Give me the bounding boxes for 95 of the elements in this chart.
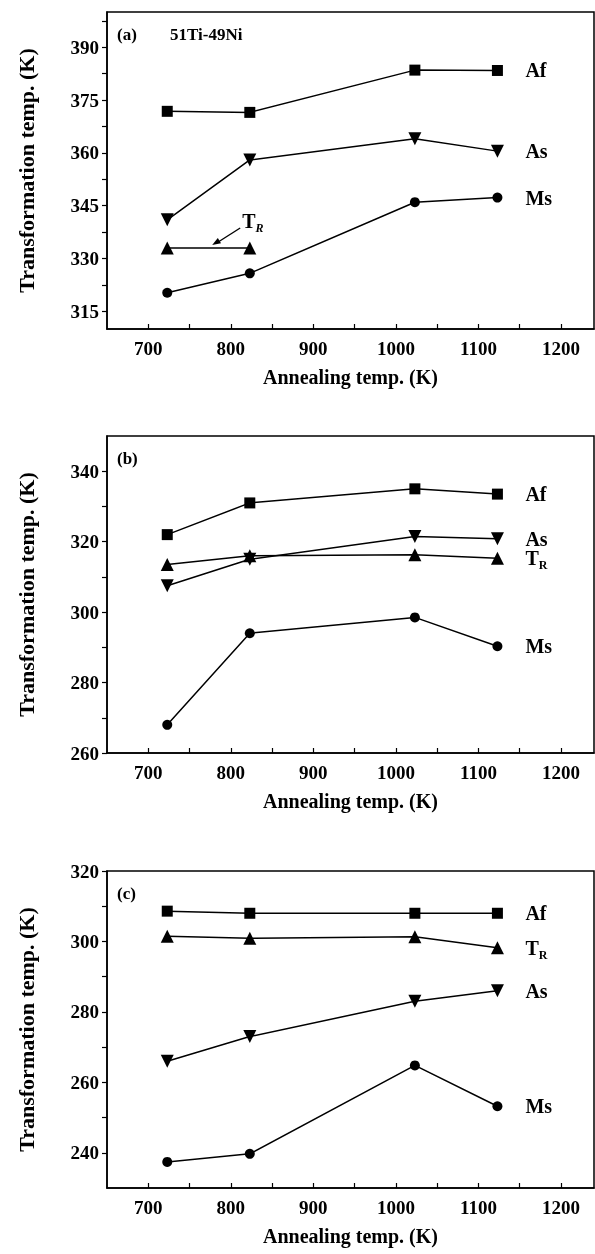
y-tick-label: 240	[70, 1142, 99, 1164]
point	[244, 1148, 255, 1159]
series-label: Af	[525, 59, 547, 82]
point	[243, 153, 257, 167]
x-axis-title: Annealing temp. (K)	[263, 366, 438, 389]
series-label: Af	[525, 483, 547, 506]
x-tick-label: 800	[216, 1197, 246, 1218]
y-tick-label: 260	[70, 1071, 99, 1093]
annotation: (b)	[117, 449, 138, 468]
x-tick-label: 1000	[376, 1197, 415, 1218]
point	[492, 192, 503, 203]
point	[243, 1030, 257, 1044]
y-tick-label: 390	[70, 36, 99, 58]
point	[490, 532, 504, 546]
point	[160, 579, 174, 593]
x-tick-label: 900	[299, 338, 328, 359]
point	[490, 144, 504, 158]
point	[161, 905, 173, 917]
point	[160, 929, 174, 943]
x-tick-label: 1200	[541, 338, 580, 359]
point	[409, 483, 421, 495]
point	[409, 907, 421, 919]
x-tick-label: 1200	[541, 762, 580, 783]
point	[408, 994, 422, 1008]
y-tick-label: 280	[70, 1001, 99, 1023]
y-tick-label: 375	[70, 89, 99, 111]
point	[409, 1060, 420, 1071]
y-tick-label: 300	[70, 601, 99, 623]
point	[244, 497, 256, 509]
point	[161, 105, 173, 117]
point	[492, 1101, 503, 1112]
point	[244, 628, 255, 639]
series-label: As	[525, 140, 548, 163]
y-tick-label: 260	[70, 742, 99, 764]
point	[408, 132, 422, 146]
point	[244, 268, 255, 279]
y-tick-label: 280	[70, 672, 99, 694]
y-axis-title: Transformation temp. (K)	[13, 48, 39, 293]
point	[490, 984, 504, 998]
point	[490, 941, 504, 955]
x-tick-label: 800	[216, 338, 246, 359]
annotation: 51Ti-49Ni	[170, 25, 243, 44]
point	[408, 548, 422, 562]
y-tick-label: 320	[70, 531, 99, 553]
x-tick-label: 800	[216, 762, 246, 783]
point	[409, 64, 421, 76]
series-label: As	[525, 979, 548, 1002]
x-tick-label: 700	[134, 762, 163, 783]
point	[160, 1054, 174, 1068]
point	[162, 1156, 173, 1167]
x-tick-label: 1100	[459, 1197, 497, 1218]
x-tick-label: 700	[134, 1197, 163, 1218]
x-tick-label: 1200	[541, 1197, 580, 1218]
series-label: Af	[525, 902, 547, 925]
x-tick-label: 1000	[376, 338, 415, 359]
x-axis-title: Annealing temp. (K)	[263, 790, 438, 813]
y-tick-label: 315	[70, 300, 99, 322]
y-tick-label: 340	[70, 460, 99, 482]
point	[492, 641, 503, 652]
annotation: (a)	[117, 25, 137, 44]
point	[161, 529, 173, 541]
x-tick-label: 1100	[459, 338, 497, 359]
annotation: (c)	[117, 884, 136, 903]
y-tick-label: 360	[70, 142, 99, 164]
point	[243, 931, 257, 945]
point	[409, 612, 420, 623]
y-tick-label: 320	[70, 860, 99, 882]
point	[490, 551, 504, 565]
y-axis-title: Transformation temp. (K)	[13, 472, 39, 717]
point	[162, 719, 173, 730]
series-label: Ms	[525, 186, 553, 209]
point	[491, 907, 503, 919]
y-tick-label: 345	[70, 195, 99, 217]
x-tick-label: 1100	[459, 762, 497, 783]
y-tick-label: 300	[70, 930, 99, 952]
point	[160, 213, 174, 227]
point	[244, 907, 256, 919]
point	[408, 529, 422, 543]
point	[408, 930, 422, 944]
x-tick-label: 1000	[376, 762, 415, 783]
series-label: Ms	[525, 635, 553, 658]
y-axis-title: Transformation temp. (K)	[13, 907, 39, 1152]
series-label: Ms	[525, 1095, 553, 1118]
point	[409, 197, 420, 208]
point	[491, 64, 503, 76]
x-tick-label: 700	[134, 338, 163, 359]
y-tick-label: 330	[70, 248, 99, 270]
x-tick-label: 900	[299, 1197, 328, 1218]
point	[162, 287, 173, 298]
point	[160, 558, 174, 572]
series-label: As	[525, 527, 548, 550]
point	[491, 488, 503, 500]
x-tick-label: 900	[299, 762, 328, 783]
x-axis-title: Annealing temp. (K)	[263, 1225, 438, 1248]
point	[244, 106, 256, 118]
